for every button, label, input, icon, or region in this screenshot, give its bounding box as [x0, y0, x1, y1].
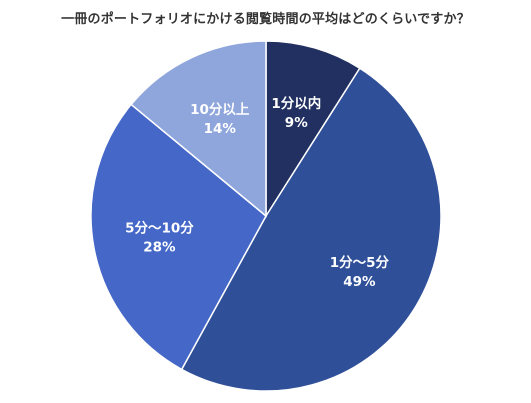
slice-value-label-1: 49% [343, 274, 376, 290]
pie-slice-2 [90, 103, 267, 371]
pie-slice-1 [180, 67, 442, 392]
slice-label-0: 1分以内 [271, 95, 321, 112]
slice-value-label-3: 14% [204, 121, 237, 137]
slice-value-label-0: 9% [285, 115, 308, 131]
slice-label-1: 1分〜5分 [330, 255, 390, 271]
pie-slice-3 [130, 40, 267, 218]
pie-slice-0 [265, 40, 361, 219]
slice-value-label-2: 28% [143, 239, 176, 255]
slice-label-3: 10分以上 [190, 102, 250, 118]
slice-label-2: 5分〜10分 [125, 220, 194, 236]
chart-title: 一冊のポートフォリオにかける閲覧時間の平均はどのくらいですか？ [61, 12, 470, 27]
